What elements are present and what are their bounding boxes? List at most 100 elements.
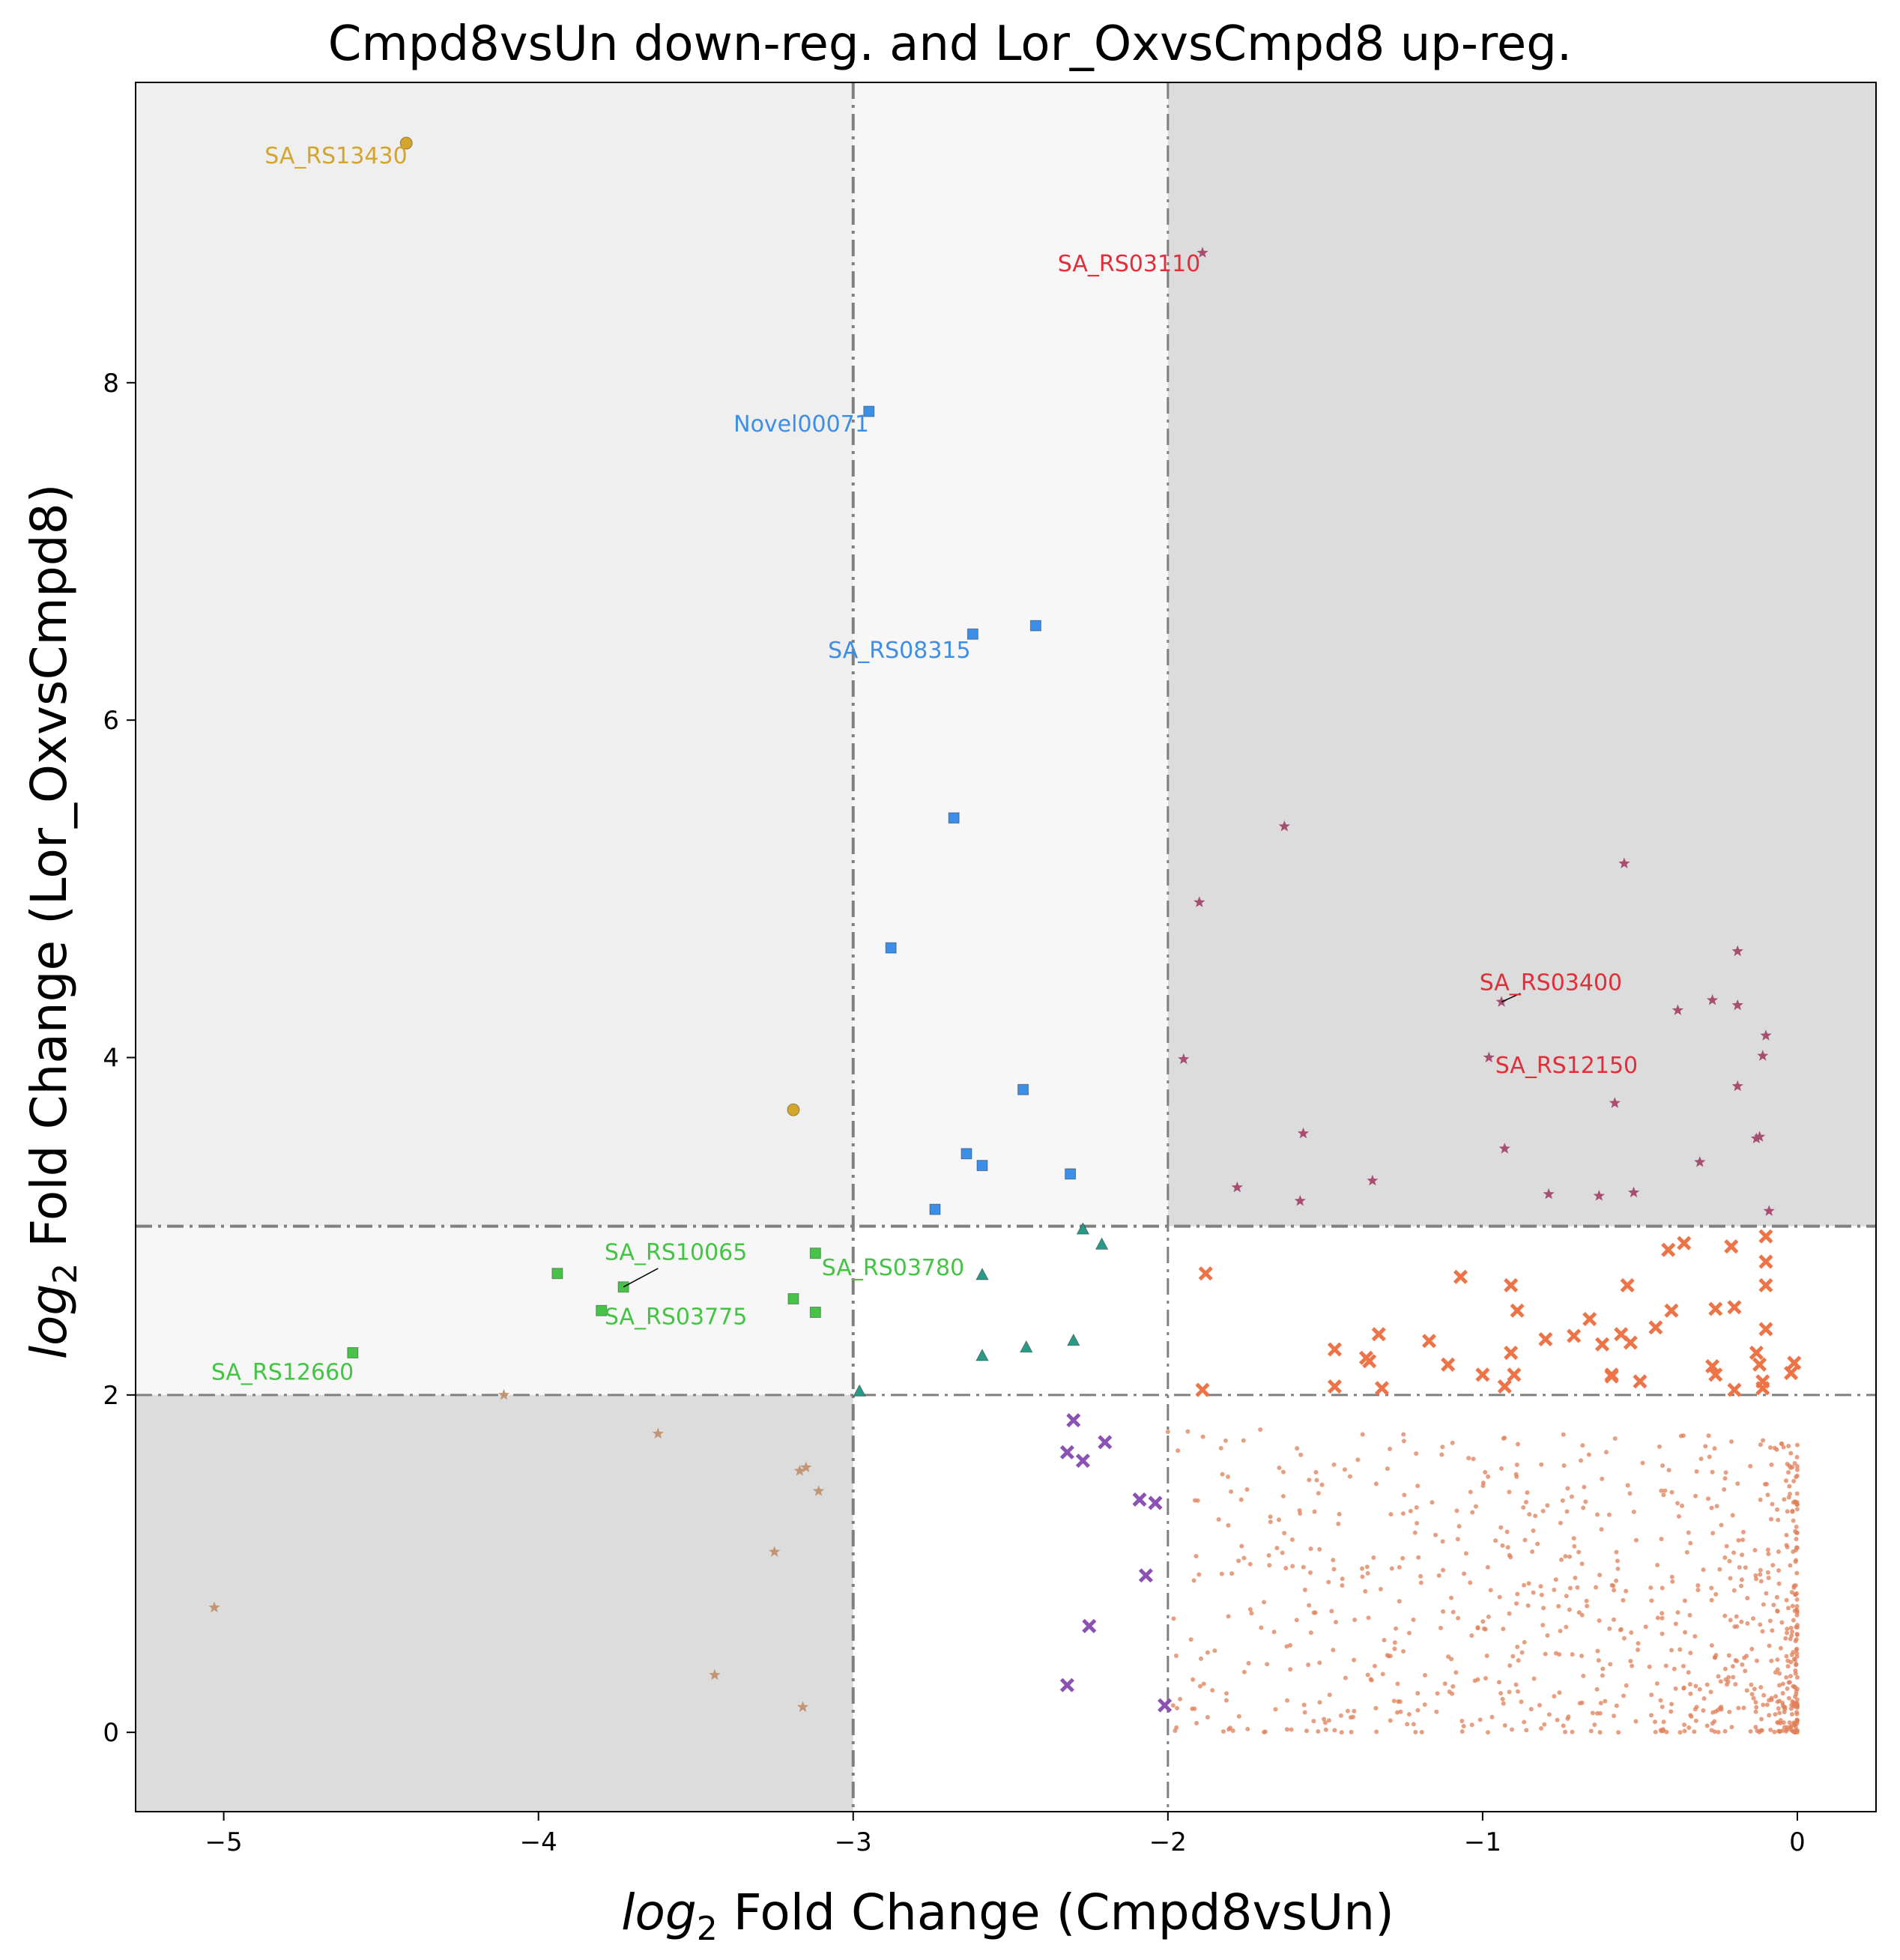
background-point <box>1170 1703 1176 1708</box>
background-point <box>1789 1652 1794 1657</box>
background-point <box>1564 1509 1570 1514</box>
data-point-square <box>1017 1083 1029 1095</box>
data-point-x <box>1453 1269 1468 1284</box>
background-point <box>1223 1438 1228 1443</box>
data-point-x <box>1749 1346 1764 1361</box>
background-point <box>1331 1567 1337 1572</box>
data-point-star <box>1618 857 1630 868</box>
background-point <box>1317 1546 1322 1552</box>
background-point <box>1380 1672 1385 1677</box>
background-point <box>1423 1672 1428 1678</box>
background-point <box>1584 1598 1589 1603</box>
background-point <box>1730 1513 1735 1518</box>
background-point <box>1219 1571 1224 1576</box>
background-point <box>1507 1663 1513 1669</box>
data-point-x <box>1661 1242 1676 1257</box>
annotation-connectors <box>623 993 1521 1288</box>
background-point <box>1722 1555 1728 1560</box>
background-point <box>1749 1647 1755 1652</box>
data-point-x <box>1582 1311 1597 1327</box>
background-point <box>1558 1520 1563 1525</box>
data-point-x <box>1059 1678 1074 1693</box>
background-point <box>1594 1585 1599 1590</box>
background-point <box>1597 1730 1603 1735</box>
background-point <box>1224 1691 1229 1696</box>
point-annotation: SA_RS03110 <box>1058 251 1200 277</box>
background-point <box>1246 1660 1251 1666</box>
background-point <box>1504 1529 1510 1534</box>
background-point <box>1236 1714 1241 1719</box>
background-point <box>1687 1681 1692 1687</box>
background-point <box>1625 1483 1630 1488</box>
chart-title: Cmpd8vsUn down-reg. and Lor_OxvsCmpd8 up… <box>328 16 1572 72</box>
plot-frame <box>135 82 1877 1812</box>
background-point <box>1766 1575 1771 1580</box>
background-point <box>1768 1727 1773 1732</box>
background-point <box>1586 1452 1591 1457</box>
background-point <box>1627 1491 1633 1496</box>
background-point <box>1289 1537 1295 1543</box>
background-point <box>1594 1512 1600 1517</box>
background-point <box>1621 1636 1627 1641</box>
background-point <box>1794 1646 1800 1651</box>
background-point <box>1332 1728 1337 1733</box>
background-point <box>1740 1662 1745 1667</box>
background-point <box>1788 1674 1793 1679</box>
data-point-square <box>863 405 875 417</box>
background-point <box>1794 1545 1799 1550</box>
background-point <box>1360 1432 1365 1437</box>
background-point <box>1768 1516 1773 1522</box>
data-point-star <box>1731 1080 1743 1092</box>
background-point <box>1216 1517 1221 1522</box>
background-point <box>1643 1624 1648 1630</box>
background-point <box>1600 1673 1605 1678</box>
background-point <box>1745 1621 1750 1626</box>
background-point <box>1769 1462 1774 1467</box>
background-point <box>1439 1452 1444 1457</box>
background-point <box>1456 1615 1461 1621</box>
background-point <box>1597 1573 1603 1578</box>
background-point <box>1680 1433 1686 1439</box>
background-point <box>1585 1603 1590 1609</box>
data-point-star <box>1757 1050 1769 1061</box>
background-point <box>1507 1690 1512 1695</box>
background-point <box>1660 1631 1665 1636</box>
background-point <box>1394 1626 1399 1631</box>
background-point <box>1502 1722 1507 1728</box>
background-point <box>1527 1512 1532 1517</box>
background-point <box>1541 1606 1546 1611</box>
data-point-square <box>960 1148 972 1160</box>
background-point <box>1277 1517 1282 1522</box>
background-point <box>1582 1484 1587 1489</box>
background-point <box>1438 1625 1443 1630</box>
background-point <box>1787 1483 1792 1489</box>
background-point <box>1778 1645 1783 1651</box>
background-point <box>1196 1572 1202 1577</box>
x-tick-label: −1 <box>1464 1827 1501 1857</box>
background-point <box>1414 1505 1419 1510</box>
data-point-x <box>1421 1334 1437 1349</box>
background-point <box>1285 1698 1290 1703</box>
background-point <box>1686 1670 1691 1675</box>
background-point <box>1753 1576 1758 1582</box>
background-point <box>1397 1699 1403 1705</box>
background-point <box>1767 1643 1772 1648</box>
background-point <box>1475 1626 1480 1631</box>
background-point <box>1740 1529 1746 1534</box>
background-point <box>1709 1643 1714 1648</box>
background-point <box>1284 1727 1289 1732</box>
background-point <box>1788 1563 1793 1568</box>
background-point <box>1394 1710 1400 1715</box>
background-point <box>1267 1563 1272 1568</box>
point-annotations: SA_RS13430 SA_RS03110 Novel00071 SA_RS08315… <box>211 143 1638 1385</box>
background-point <box>1794 1710 1800 1715</box>
background-point <box>1633 1719 1639 1724</box>
data-point-x <box>1708 1367 1723 1382</box>
background-point <box>1543 1651 1548 1657</box>
data-point-x <box>1441 1357 1456 1372</box>
background-point <box>1748 1463 1753 1469</box>
background-point <box>1301 1564 1306 1570</box>
background-point <box>1413 1729 1418 1734</box>
data-point-star <box>208 1601 220 1612</box>
data-point-x <box>1664 1303 1679 1318</box>
